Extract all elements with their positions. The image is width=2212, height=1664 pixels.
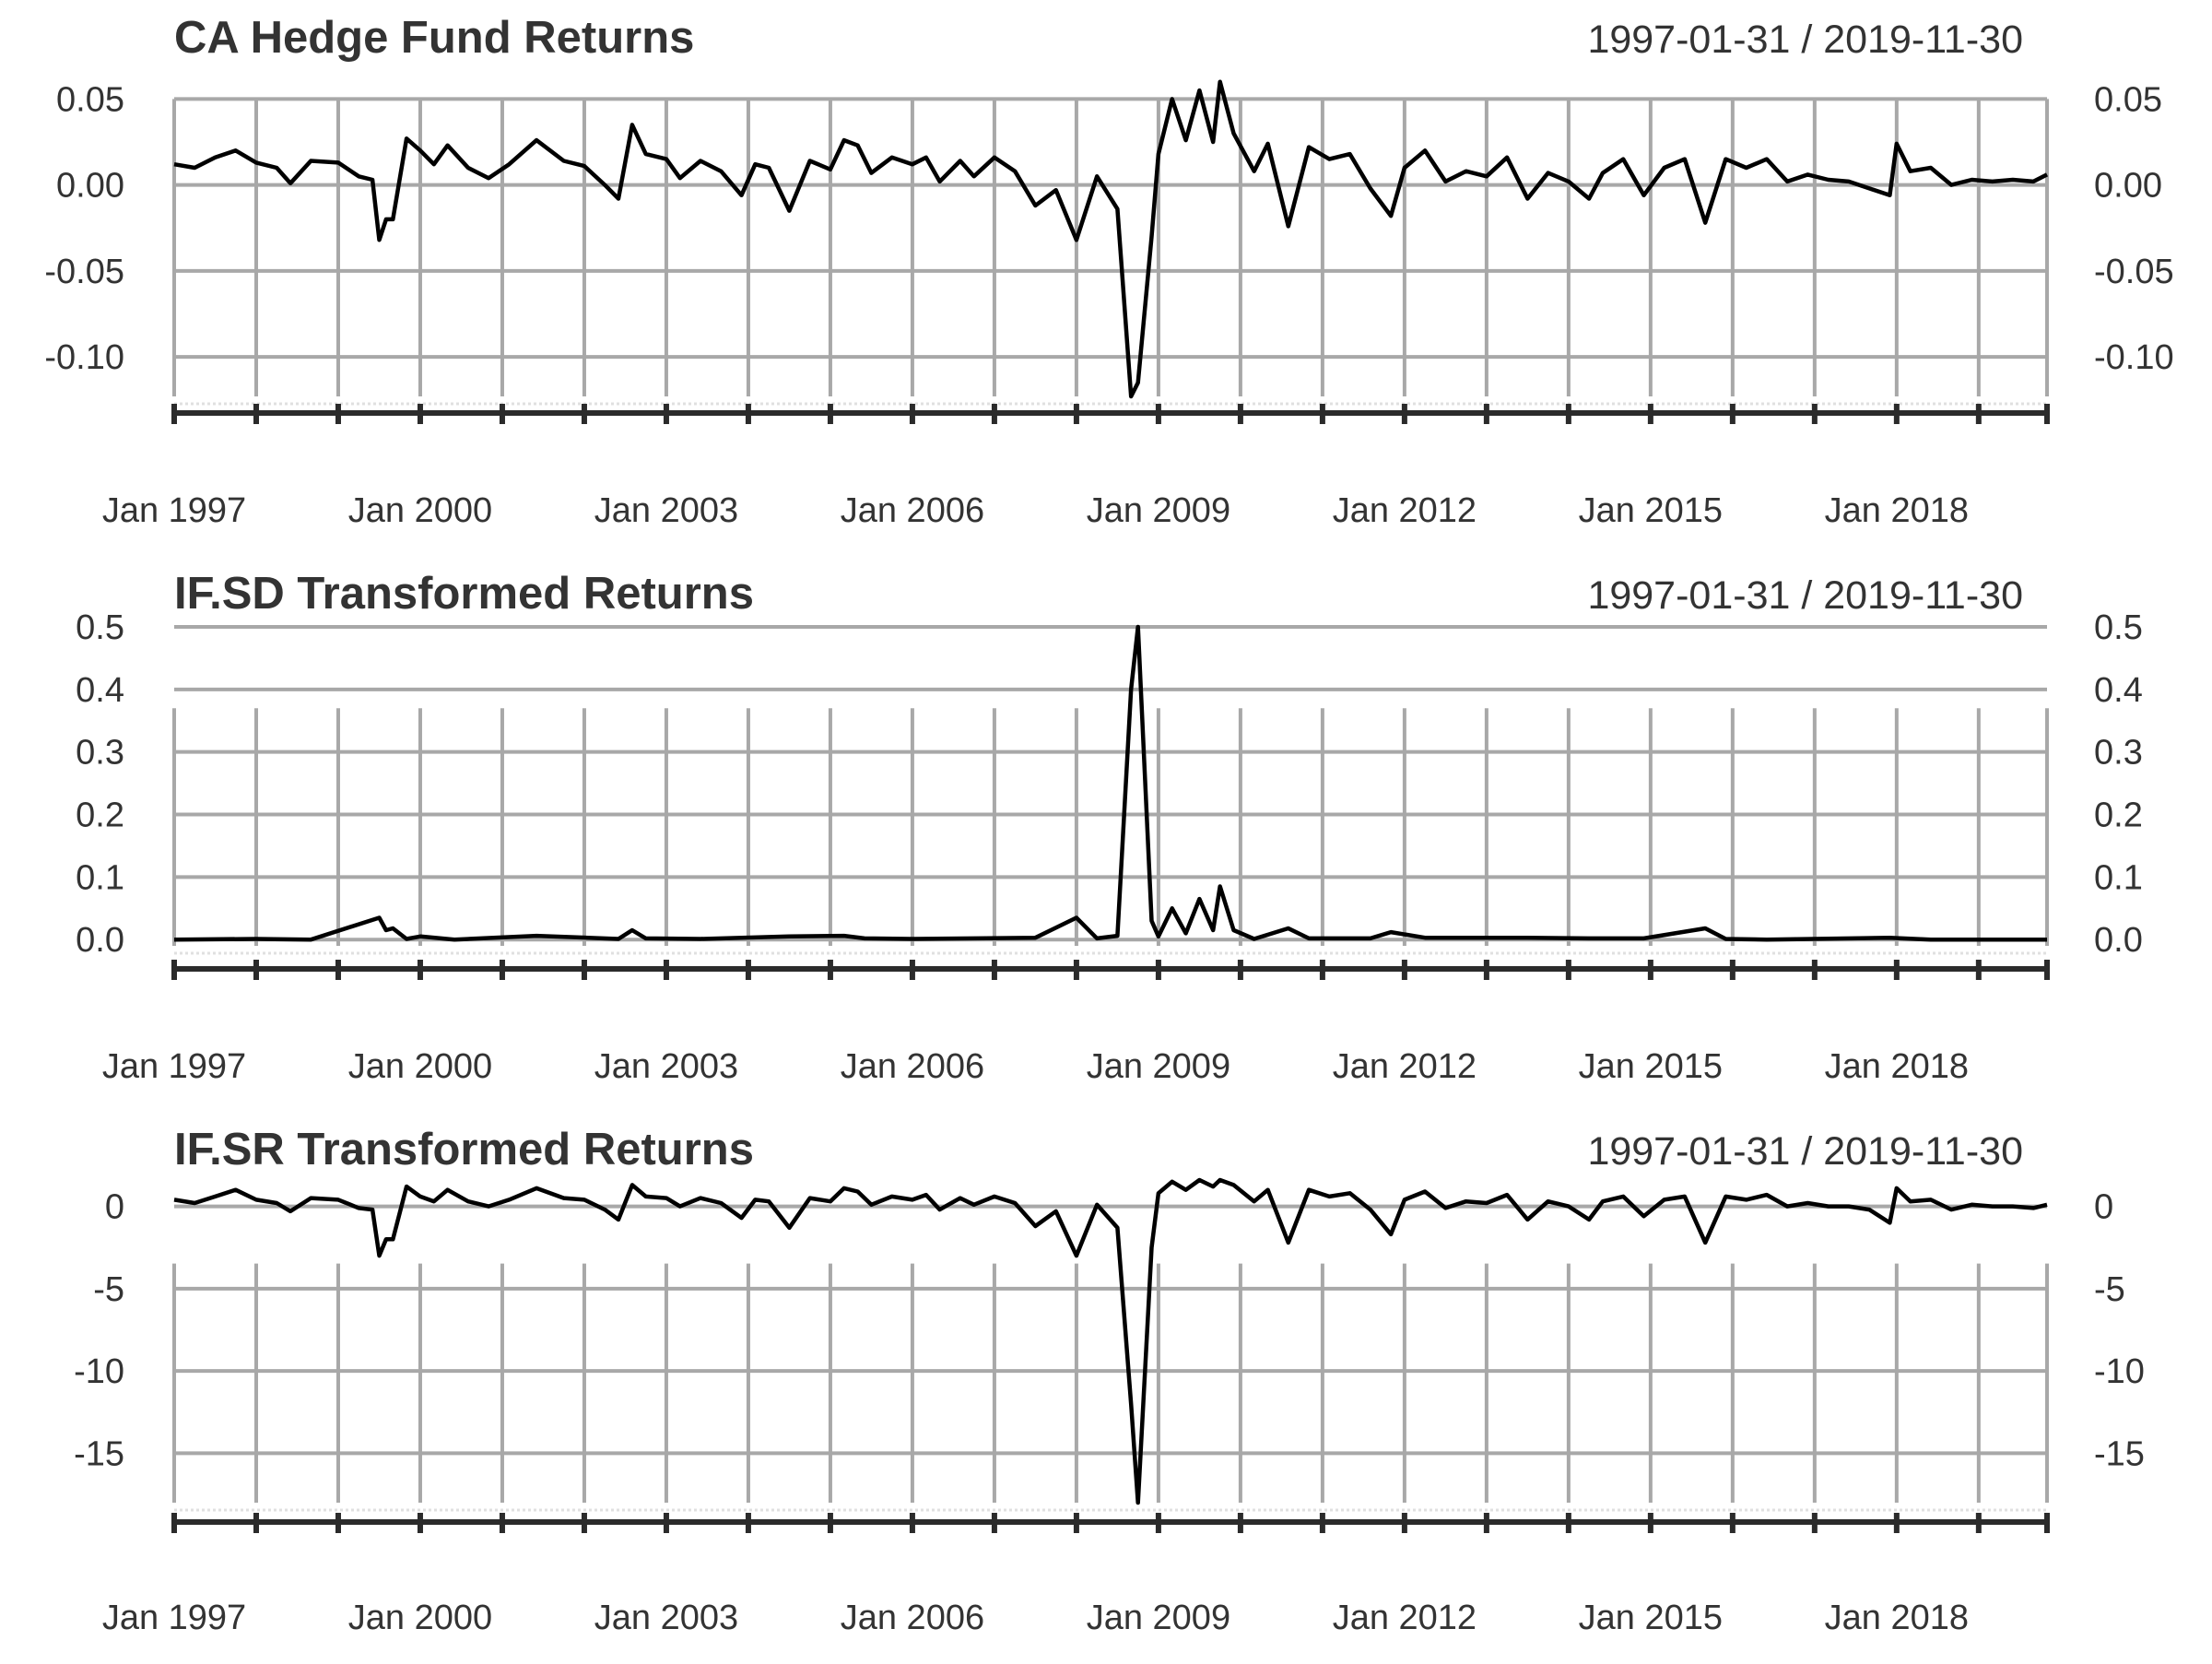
y-tick-label-left: 0.1 <box>76 858 124 897</box>
x-tick-label: Jan 2018 <box>1825 1599 1969 1637</box>
y-tick-label-left: -15 <box>74 1434 124 1473</box>
x-tick-label: Jan 2012 <box>1333 1599 1477 1637</box>
x-tick-label: Jan 2009 <box>1087 1047 1230 1086</box>
y-tick-label-left: -0.10 <box>44 338 124 377</box>
y-tick-label-right: 0.3 <box>2094 734 2143 773</box>
x-tick-label: Jan 2000 <box>348 491 492 530</box>
y-tick-label-right: 0.00 <box>2094 167 2162 206</box>
y-tick-label-left: 0.0 <box>76 921 124 960</box>
x-tick-label: Jan 2009 <box>1087 491 1230 530</box>
chart-panel-3: 0 0 -5 -5 -10 -10 -15 -15 IF.SR Transformed Retu… <box>74 1125 2145 1637</box>
y-tick-label-left: 0.00 <box>56 167 124 206</box>
y-tick-label-right: 0.4 <box>2094 671 2143 710</box>
date-range-label: 1997-01-31 / 2019-11-30 <box>1587 573 2023 618</box>
y-tick-label-left: 0 <box>105 1188 124 1227</box>
y-tick-label-left: -10 <box>74 1352 124 1391</box>
x-tick-label: Jan 2003 <box>594 491 738 530</box>
panel-title: IF.SD Transformed Returns <box>174 569 754 619</box>
x-tick-label: Jan 2003 <box>594 1047 738 1086</box>
y-tick-label-left: -0.05 <box>44 253 124 291</box>
y-tick-label-right: -15 <box>2094 1434 2145 1473</box>
panel-title: CA Hedge Fund Returns <box>174 13 694 63</box>
x-tick-label: Jan 2012 <box>1333 1047 1477 1086</box>
chart-panel-1: 0.05 0.05 0.00 0.00 -0.05 -0.05 -0.10 -0.10 CA H… <box>44 13 2173 530</box>
y-tick-label-left: 0.4 <box>76 671 124 710</box>
x-tick-label: Jan 2003 <box>594 1599 738 1637</box>
panel-title: IF.SR Transformed Returns <box>174 1125 754 1174</box>
x-tick-label: Jan 2006 <box>841 491 984 530</box>
series-line <box>173 1177 2048 1505</box>
y-tick-label-left: 0.2 <box>76 797 124 835</box>
x-tick-label: Jan 2015 <box>1579 1599 1723 1637</box>
date-range-label: 1997-01-31 / 2019-11-30 <box>1587 18 2023 62</box>
y-tick-label-right: 0.1 <box>2094 858 2143 897</box>
y-tick-label-right: -5 <box>2094 1270 2125 1309</box>
y-tick-label-left: 0.3 <box>76 734 124 773</box>
x-tick-label: Jan 2018 <box>1825 491 1969 530</box>
x-tick-label: Jan 2006 <box>841 1599 984 1637</box>
x-tick-label: Jan 1997 <box>102 1047 246 1086</box>
date-range-label: 1997-01-31 / 2019-11-30 <box>1587 1129 2023 1174</box>
x-tick-label: Jan 2000 <box>348 1047 492 1086</box>
x-tick-label: Jan 2018 <box>1825 1047 1969 1086</box>
y-tick-label-right: 0 <box>2094 1188 2113 1227</box>
y-tick-label-right: 0.2 <box>2094 797 2143 835</box>
x-tick-label: Jan 1997 <box>102 491 246 530</box>
x-tick-label: Jan 2009 <box>1087 1599 1230 1637</box>
y-tick-label-right: -0.05 <box>2094 253 2174 291</box>
y-tick-label-left: -5 <box>93 1270 124 1309</box>
x-tick-label: Jan 2006 <box>841 1047 984 1086</box>
x-tick-label: Jan 2012 <box>1333 491 1477 530</box>
y-tick-label-right: 0.05 <box>2094 80 2162 119</box>
x-tick-label: Jan 2015 <box>1579 491 1723 530</box>
y-tick-label-right: 0.5 <box>2094 608 2143 647</box>
x-tick-label: Jan 1997 <box>102 1599 246 1637</box>
chart-panel-2: 0.5 0.5 0.4 0.4 0.3 0.3 0.2 0.2 0.1 0.1 0.0 0.0 IF.S… <box>76 569 2143 1086</box>
y-tick-label-left: 0.5 <box>76 608 124 647</box>
x-tick-label: Jan 2000 <box>348 1599 492 1637</box>
y-tick-label-right: -10 <box>2094 1352 2145 1391</box>
series-line <box>173 624 2047 942</box>
y-tick-label-right: 0.0 <box>2094 921 2143 960</box>
y-tick-label-right: -0.10 <box>2094 338 2174 377</box>
y-tick-label-left: 0.05 <box>56 80 124 119</box>
x-tick-label: Jan 2015 <box>1579 1047 1723 1086</box>
series-line <box>173 79 2049 399</box>
